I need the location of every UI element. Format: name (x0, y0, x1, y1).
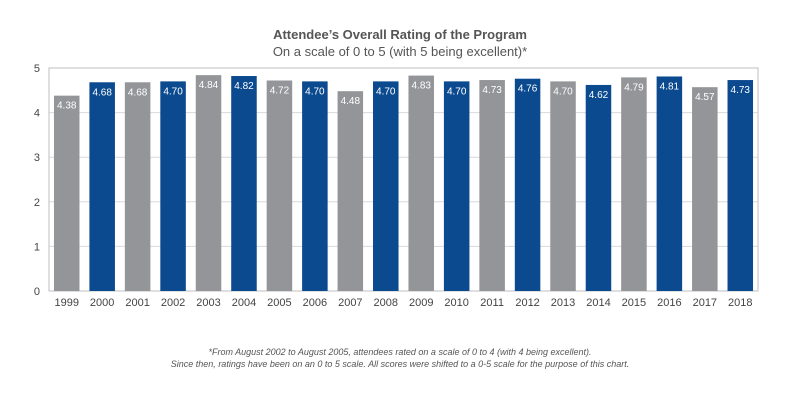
x-tick-label: 1999 (54, 297, 78, 309)
x-tick-label: 2005 (267, 297, 291, 309)
footnote: *From August 2002 to August 2005, attend… (0, 346, 800, 370)
bar-data-label: 4.72 (270, 85, 290, 96)
y-tick-label: 2 (34, 197, 40, 209)
x-tick-label: 2010 (444, 297, 468, 309)
chart-subtitle: On a scale of 0 to 5 (with 5 being excel… (272, 44, 528, 59)
y-tick-label: 1 (34, 241, 40, 253)
x-tick-label: 2001 (125, 297, 149, 309)
bar (585, 84, 612, 291)
x-tick-label: 2015 (622, 297, 646, 309)
bar (89, 82, 115, 291)
x-tick-label: 2013 (551, 297, 575, 309)
y-tick-label: 0 (34, 286, 40, 298)
bar-data-label: 4.73 (731, 85, 751, 96)
plot-frame (48, 67, 759, 292)
x-tick-label: 2018 (728, 297, 752, 309)
bar-data-label: 4.70 (305, 86, 325, 97)
bar (266, 80, 293, 291)
x-tick-label: 2000 (90, 297, 114, 309)
bar (124, 82, 151, 291)
x-tick-label: 2003 (196, 297, 220, 309)
bar (160, 81, 186, 291)
y-tick-label: 4 (34, 108, 40, 120)
chart-title: Attendee’s Overall Rating of the Program (273, 27, 527, 42)
bar (550, 81, 576, 291)
x-tick-label: 2017 (693, 297, 717, 309)
bar-data-label: 4.62 (589, 90, 609, 101)
x-tick-label: 2009 (409, 297, 433, 309)
x-tick-label: 2002 (161, 297, 185, 309)
x-tick-label: 2007 (338, 297, 362, 309)
bar (692, 87, 718, 291)
bar-data-label: 4.82 (234, 81, 254, 92)
bar (231, 76, 257, 291)
y-tick-label: 5 (34, 63, 40, 75)
bar-data-label: 4.76 (518, 84, 538, 95)
bar (195, 75, 222, 291)
bar-data-label: 4.68 (128, 87, 148, 98)
bar (408, 75, 434, 291)
bar-data-label: 4.70 (163, 86, 183, 97)
x-tick-label: 2014 (586, 297, 610, 309)
bar-data-label: 4.83 (411, 81, 431, 92)
bar-data-label: 4.48 (341, 96, 361, 107)
bar (656, 76, 683, 291)
x-tick-label: 2004 (232, 297, 256, 309)
bar (337, 91, 364, 291)
y-tick-label: 3 (34, 152, 40, 164)
bar-data-label: 4.84 (199, 80, 219, 91)
bar-data-label: 4.38 (57, 101, 77, 112)
x-tick-label: 2016 (657, 297, 681, 309)
x-tick-label: 2008 (374, 297, 398, 309)
bar-data-label: 4.73 (482, 85, 502, 96)
bar-data-label: 4.68 (92, 87, 112, 98)
bar-data-label: 4.70 (553, 86, 573, 97)
bar-data-label: 4.79 (624, 82, 644, 93)
bar (514, 78, 541, 291)
x-tick-label: 2012 (515, 297, 539, 309)
bar-data-label: 4.70 (376, 86, 396, 97)
bar-data-label: 4.81 (660, 81, 680, 92)
bar-data-label: 4.70 (447, 86, 467, 97)
bar (53, 95, 80, 291)
bar (373, 81, 399, 291)
bar (479, 80, 505, 292)
bar (302, 81, 328, 291)
x-tick-label: 2011 (480, 297, 504, 309)
footnote-line-2: Since then, ratings have been on an 0 to… (170, 359, 630, 369)
bar (443, 81, 470, 291)
bar (727, 80, 754, 292)
bar-data-label: 4.57 (695, 92, 715, 103)
x-tick-label: 2006 (303, 297, 327, 309)
footnote-line-1: *From August 2002 to August 2005, attend… (208, 347, 592, 357)
bar (621, 77, 647, 291)
